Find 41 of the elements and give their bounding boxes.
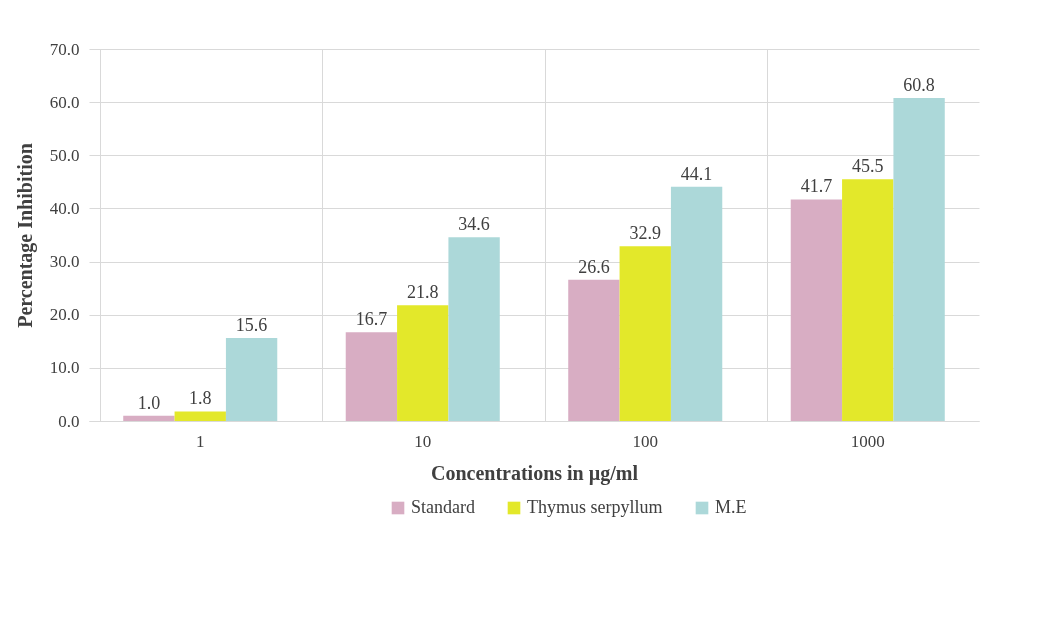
y-tick-label: 50.0 [49,145,80,165]
y-tick-label: 0.0 [58,411,80,431]
data-label: 60.8 [903,74,935,95]
data-label: 41.7 [800,176,833,197]
legend-label: Thymus serpyllum [527,497,663,517]
y-tick-label: 10.0 [49,358,80,378]
x-tick-label: 100 [632,431,658,451]
legend-label: M.E [715,497,747,517]
data-label: 21.8 [407,282,439,303]
bar [123,415,175,421]
bar [225,338,278,421]
bar [568,279,620,421]
y-tick-label: 60.0 [49,92,80,112]
y-tick-label: 70.0 [49,39,80,59]
data-label: 45.5 [852,156,884,177]
y-axis-title: Percentage Inhibition [13,143,37,328]
bar [397,305,449,421]
data-label: 44.1 [680,163,713,184]
bar [619,246,671,421]
data-label: 26.6 [578,256,610,277]
x-tick-label: 1000 [850,431,885,451]
bar [842,179,894,421]
bar [670,186,723,421]
data-label: 32.9 [629,223,661,244]
data-label: 16.7 [355,309,388,330]
data-label: 34.6 [458,214,490,235]
x-axis-title: Concentrations in µg/ml [430,461,639,485]
y-tick-label: 30.0 [49,252,80,272]
bar [790,199,843,421]
y-tick-label: 40.0 [49,198,80,218]
bar [345,332,398,421]
bar [174,411,226,421]
bar [448,237,500,421]
bar [893,97,945,421]
data-label: 1.8 [189,388,212,409]
x-tick-label: 1 [196,431,205,451]
y-tick-label: 20.0 [49,305,80,325]
data-label: 1.0 [137,392,161,413]
x-tick-label: 10 [414,431,432,451]
legend-label: Standard [411,497,475,517]
data-label: 15.6 [235,315,268,336]
